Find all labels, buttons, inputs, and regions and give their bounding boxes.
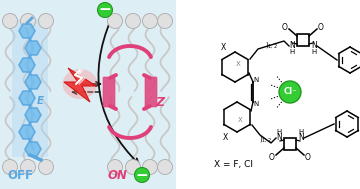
Circle shape [21,13,36,29]
Circle shape [98,2,112,18]
Circle shape [143,160,158,174]
Text: Cl⁻: Cl⁻ [283,88,297,97]
Text: −: − [99,2,111,18]
Text: X: X [238,117,242,123]
Bar [297,34,309,46]
Text: )$_{1,2}$: )$_{1,2}$ [260,135,273,145]
Text: OFF: OFF [7,169,33,182]
Text: )$_{1,2}$: )$_{1,2}$ [265,40,278,50]
Text: N: N [298,133,304,143]
Text: N: N [253,101,258,107]
Text: −: − [136,167,148,183]
Circle shape [143,13,158,29]
Text: X = F, Cl: X = F, Cl [213,160,252,170]
Circle shape [135,167,149,183]
Text: N: N [289,42,295,50]
Text: N: N [253,77,258,83]
Circle shape [126,160,140,174]
Circle shape [108,160,122,174]
FancyBboxPatch shape [103,77,115,107]
Text: H: H [276,129,282,135]
Text: O: O [305,153,311,161]
Circle shape [3,160,18,174]
Text: X: X [222,132,228,142]
Polygon shape [12,19,48,157]
Text: O: O [269,153,275,161]
Circle shape [126,13,140,29]
Text: H: H [298,129,303,135]
Ellipse shape [63,69,98,99]
Text: H: H [311,49,317,55]
Text: X: X [236,61,240,67]
Text: N: N [311,42,317,50]
FancyBboxPatch shape [176,0,360,189]
FancyBboxPatch shape [145,77,157,107]
Circle shape [158,160,172,174]
Circle shape [21,160,36,174]
Text: Z: Z [156,95,165,108]
Circle shape [158,13,172,29]
Circle shape [3,13,18,29]
Text: ON: ON [108,169,128,182]
Circle shape [39,13,54,29]
Text: N: N [276,133,282,143]
Text: E: E [36,96,44,106]
Bar [284,138,296,150]
FancyBboxPatch shape [0,0,176,189]
Circle shape [279,81,301,103]
Text: X: X [220,43,226,51]
Polygon shape [64,68,96,102]
Text: H: H [289,49,294,55]
Text: O: O [318,22,324,32]
Circle shape [108,13,122,29]
Circle shape [39,160,54,174]
Text: O: O [282,22,288,32]
